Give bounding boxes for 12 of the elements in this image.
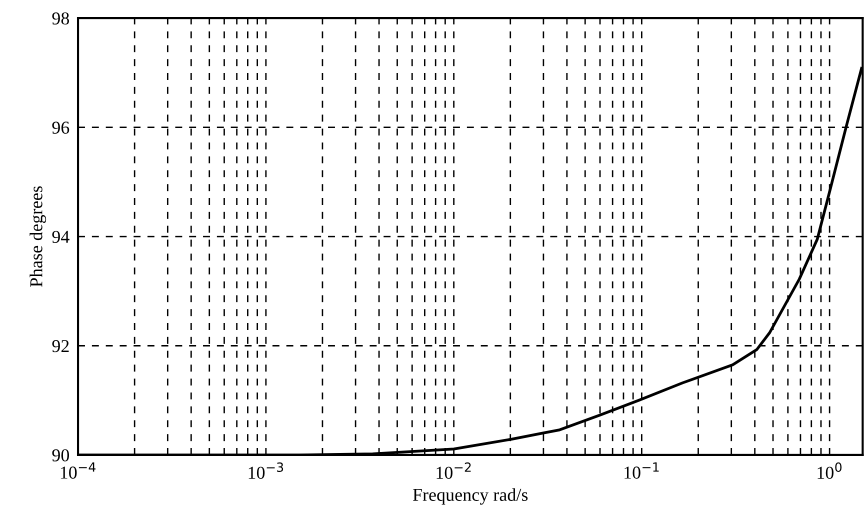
y-tick-label: 94 — [52, 230, 70, 243]
x-axis-title: Frequency rad/s — [412, 488, 528, 505]
x-tick-label: 10$^{−1}$ — [624, 462, 659, 479]
x-tick-label: 10$^{0}$ — [818, 462, 842, 479]
x-tick-label: 10$^{−3}$ — [248, 462, 284, 479]
x-tick-label: 10$^{−4}$ — [60, 462, 96, 479]
y-tick-label: 98 — [52, 12, 70, 25]
x-tick-label: 10$^{−2}$ — [436, 462, 471, 479]
y-tick-label: 90 — [52, 449, 70, 462]
y-axis-title: Phase degrees — [30, 186, 46, 287]
y-tick-label: 92 — [52, 340, 69, 352]
y-tick-label: 96 — [52, 122, 70, 134]
